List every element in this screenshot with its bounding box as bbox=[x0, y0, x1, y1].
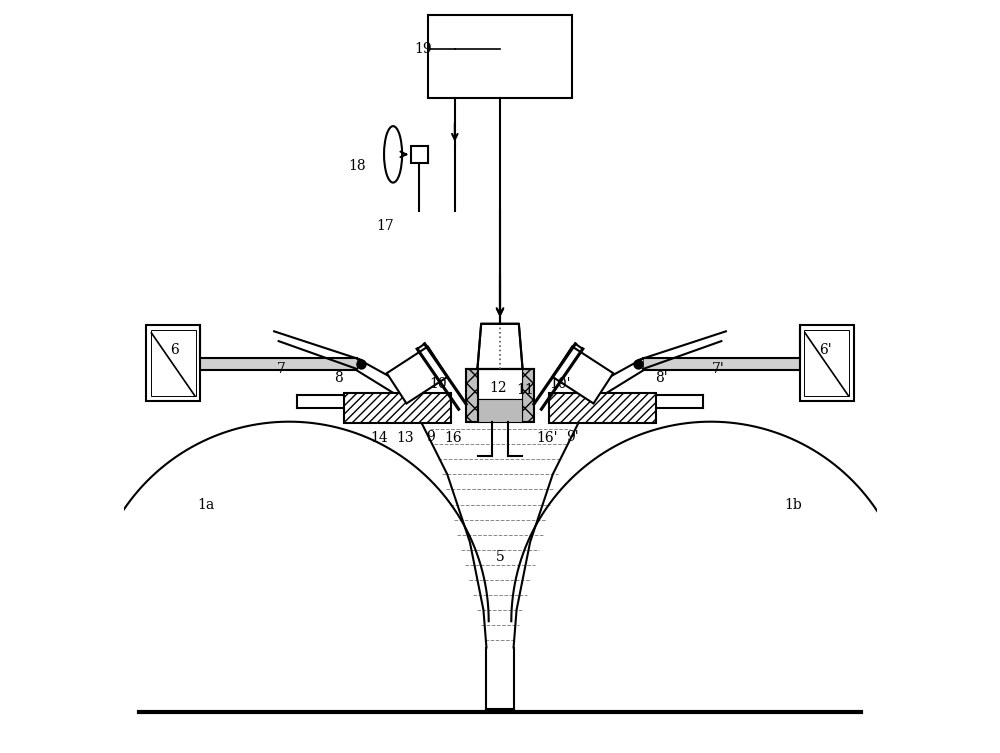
Text: 5: 5 bbox=[496, 550, 504, 564]
Bar bbox=[522, 369, 534, 422]
Text: 12: 12 bbox=[490, 381, 507, 395]
Text: 13: 13 bbox=[396, 431, 414, 445]
Text: 10': 10' bbox=[549, 377, 571, 391]
Bar bbox=[344, 393, 451, 423]
Text: 16': 16' bbox=[537, 431, 558, 445]
Text: 7': 7' bbox=[712, 362, 725, 376]
Text: 1a: 1a bbox=[198, 498, 215, 511]
Text: 11: 11 bbox=[517, 383, 534, 397]
Bar bbox=[478, 369, 522, 399]
Text: 9': 9' bbox=[566, 430, 579, 444]
Text: 8: 8 bbox=[334, 371, 342, 385]
Text: 7: 7 bbox=[277, 362, 286, 376]
Bar bbox=[466, 369, 478, 422]
Polygon shape bbox=[387, 346, 448, 404]
Bar bbox=[804, 330, 849, 396]
Text: 9: 9 bbox=[426, 430, 435, 444]
Bar bbox=[151, 330, 196, 396]
Text: 16: 16 bbox=[445, 431, 462, 445]
Text: 19: 19 bbox=[414, 42, 432, 56]
Ellipse shape bbox=[384, 127, 402, 183]
Bar bbox=[146, 325, 200, 401]
Text: 10: 10 bbox=[429, 377, 447, 391]
Bar bbox=[800, 325, 854, 401]
Bar bbox=[411, 146, 428, 163]
Text: 6: 6 bbox=[170, 343, 179, 357]
Bar bbox=[428, 15, 572, 98]
Bar bbox=[197, 358, 357, 370]
Circle shape bbox=[634, 360, 643, 369]
Bar bbox=[478, 399, 522, 422]
Bar bbox=[643, 358, 803, 370]
Bar bbox=[549, 393, 656, 423]
Text: 6': 6' bbox=[819, 343, 832, 357]
Text: 1b: 1b bbox=[785, 498, 803, 511]
Text: 17: 17 bbox=[377, 219, 394, 233]
Text: 8': 8' bbox=[656, 371, 668, 385]
Text: 14: 14 bbox=[371, 431, 388, 445]
Polygon shape bbox=[477, 324, 523, 369]
Circle shape bbox=[357, 360, 366, 369]
Polygon shape bbox=[552, 346, 613, 404]
Text: 18: 18 bbox=[348, 159, 366, 172]
